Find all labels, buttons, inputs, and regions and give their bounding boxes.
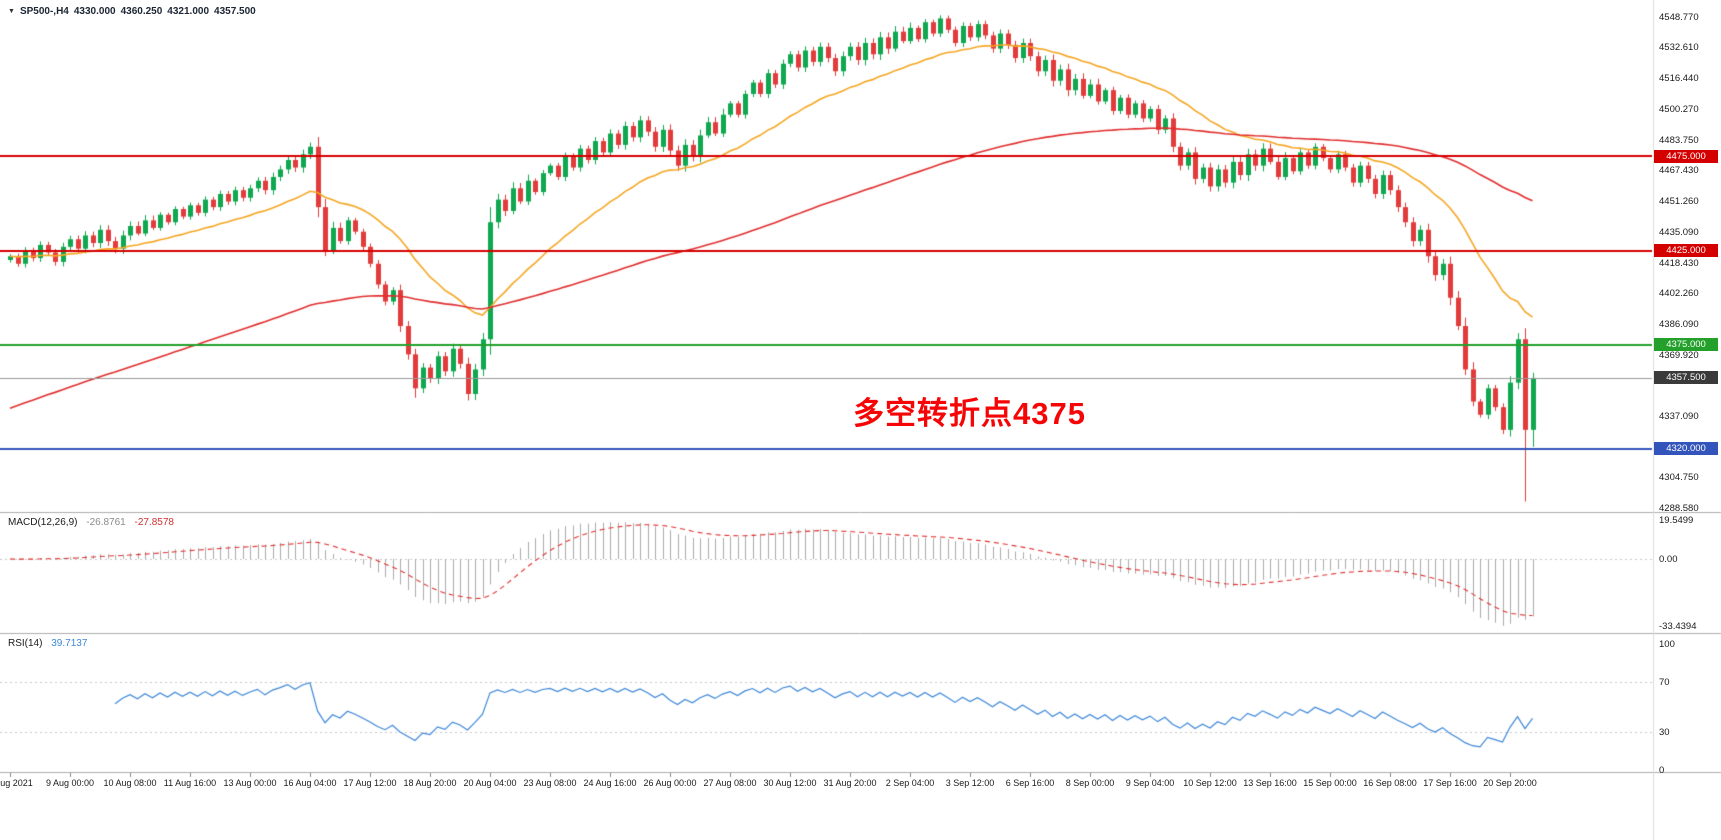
price-axis-label: 4435.090	[1659, 226, 1699, 238]
macd-axis-label: 0.00	[1659, 554, 1678, 565]
level-price-tag: 4375.000	[1654, 338, 1718, 352]
price-axis-label: 4451.260	[1659, 196, 1699, 207]
price-axis-label: 4516.440	[1659, 73, 1699, 84]
quote-open: 4330.000	[73, 6, 116, 17]
time-axis-label: 20 Sep 20:00	[1483, 778, 1537, 788]
price-axis-label: 4402.260	[1659, 288, 1699, 300]
time-axis-label: 13 Sep 16:00	[1243, 778, 1297, 788]
time-axis-label: 10 Aug 08:00	[103, 778, 157, 788]
time-axis-label: 20 Aug 04:00	[463, 778, 517, 788]
price-axis-label: 4288.580	[1659, 503, 1699, 514]
price-axis-label: 4304.750	[1659, 472, 1699, 484]
price-axis-label: 4418.430	[1659, 257, 1699, 269]
quote-close: 4357.500	[214, 6, 256, 17]
macd-main-value: -26.8761	[86, 517, 126, 528]
time-axis-label: 26 Aug 00:00	[643, 778, 697, 788]
symbol-dropdown-icon[interactable]: ▼	[8, 8, 15, 15]
macd-signal-value: -27.8578	[134, 517, 174, 528]
level-price-tag: 4320.000	[1654, 442, 1718, 456]
time-scale[interactable]: 5 Aug 2021 9 Aug 00:00 10 Aug 08:00 11 Aug …	[0, 776, 1653, 796]
price-axis-label: 4500.270	[1659, 103, 1699, 115]
chart-text-annotation[interactable]: 多空转折点4375	[853, 396, 1086, 431]
macd-axis-label: 19.5499	[1659, 514, 1694, 526]
time-axis-label: 16 Aug 04:00	[283, 778, 337, 788]
quote-low: 4321.000	[167, 6, 210, 17]
price-axis-label: 4337.090	[1659, 411, 1699, 423]
time-axis-label: 6 Sep 16:00	[1005, 778, 1055, 788]
time-axis-label: 5 Aug 2021	[0, 778, 33, 788]
time-axis-label: 17 Aug 12:00	[343, 778, 397, 788]
macd-title: MACD(12,26,9)	[8, 517, 78, 528]
time-axis-label: 9 Sep 04:00	[1125, 778, 1175, 788]
rsi-indicator-label: RSI(14) 39.7137	[8, 638, 87, 649]
time-axis-label: 30 Aug 12:00	[763, 778, 817, 788]
time-axis-label: 15 Sep 00:00	[1303, 778, 1357, 788]
time-axis-label: 9 Aug 00:00	[45, 778, 95, 788]
time-axis-label: 16 Sep 08:00	[1363, 778, 1417, 788]
price-axis-label: 4386.090	[1659, 318, 1699, 330]
time-axis-label: 13 Aug 00:00	[223, 778, 277, 788]
rsi-axis-label: 30	[1659, 727, 1670, 739]
time-axis-label: 31 Aug 20:00	[823, 778, 877, 788]
time-axis-label: 3 Sep 12:00	[945, 778, 995, 788]
time-axis-label: 2 Sep 04:00	[885, 778, 935, 788]
price-axis-label: 4548.770	[1659, 12, 1699, 23]
symbol-timeframe-label: SP500-,H4	[19, 6, 69, 17]
time-axis-label: 17 Sep 16:00	[1423, 778, 1477, 788]
macd-axis-label: -33.4394	[1659, 620, 1697, 632]
macd-indicator-label: MACD(12,26,9) -26.8761 -27.8578	[8, 517, 174, 528]
symbol-info-bar: ▼ SP500-,H4 4330.000 4360.250 4321.000 4…	[8, 6, 256, 17]
current-price-tag: 4357.500	[1654, 371, 1718, 385]
rsi-title: RSI(14)	[8, 638, 43, 649]
level-price-tag: 4425.000	[1654, 244, 1718, 258]
price-scale[interactable]: 4548.770 4532.610 4516.440 4500.270 4483.750…	[1653, 0, 1721, 840]
price-axis-label: 4483.750	[1659, 134, 1699, 146]
rsi-axis-label: 0	[1659, 765, 1665, 776]
price-axis-label: 4532.610	[1659, 42, 1699, 54]
rsi-value: 39.7137	[51, 638, 88, 649]
time-axis-label: 23 Aug 08:00	[523, 778, 577, 788]
time-axis-label: 8 Sep 00:00	[1065, 778, 1115, 788]
price-axis-label: 4467.430	[1659, 165, 1699, 177]
price-axis-label: 4369.920	[1659, 349, 1699, 361]
rsi-axis-label: 100	[1659, 639, 1675, 650]
quote-high: 4360.250	[120, 6, 163, 17]
rsi-axis-label: 70	[1659, 676, 1670, 688]
time-axis-label: 24 Aug 16:00	[583, 778, 637, 788]
time-axis-label: 27 Aug 08:00	[703, 778, 757, 788]
level-price-tag: 4475.000	[1654, 149, 1718, 163]
time-axis-label: 11 Aug 16:00	[163, 778, 217, 788]
time-axis-label: 18 Aug 20:00	[403, 778, 457, 788]
time-axis-label: 10 Sep 12:00	[1183, 778, 1237, 788]
